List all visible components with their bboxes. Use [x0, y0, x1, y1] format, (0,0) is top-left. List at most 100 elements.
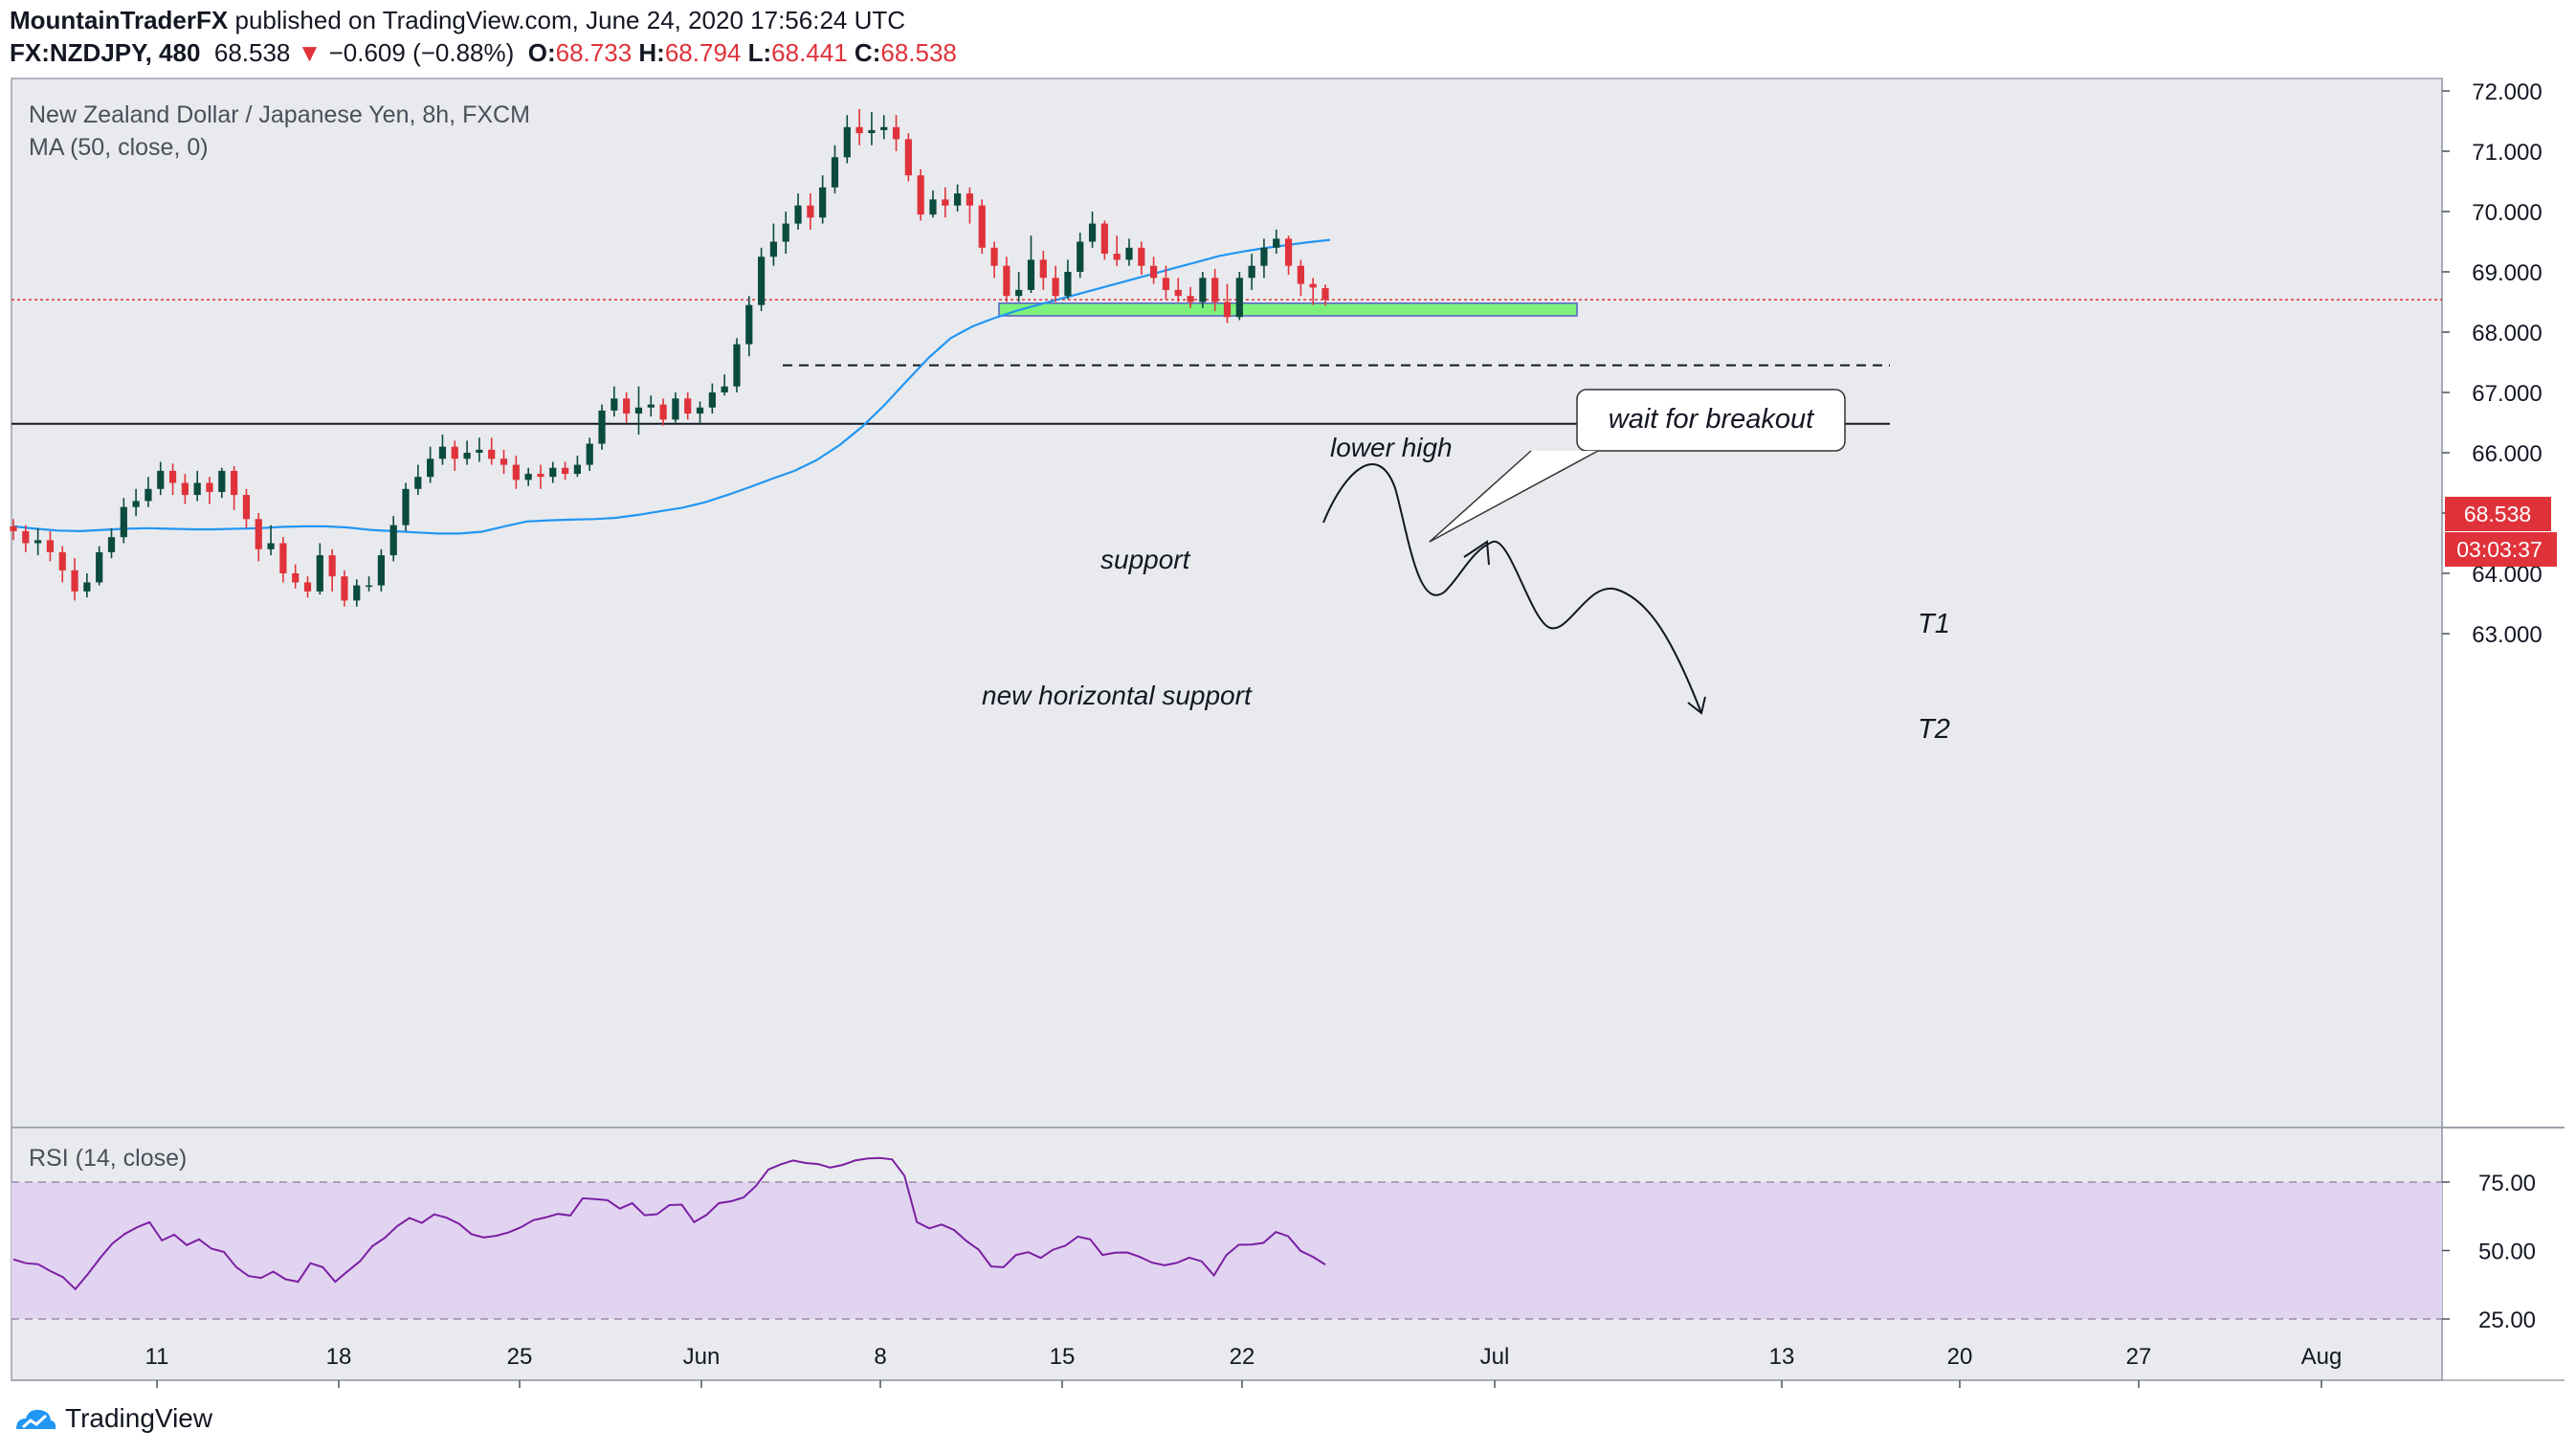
time-tick-label: Aug	[2301, 1344, 2343, 1370]
candle-up	[708, 392, 716, 408]
candle-up	[598, 410, 606, 444]
candle-down	[966, 193, 974, 206]
candle-down	[990, 247, 998, 266]
candle-down	[1039, 259, 1047, 279]
candle-up	[132, 501, 140, 507]
low-value: 68.441	[771, 38, 848, 67]
candle-up	[1199, 278, 1207, 302]
t1-label: T1	[1918, 609, 1950, 639]
candle-up	[782, 223, 789, 242]
candle-down	[206, 482, 213, 492]
candle-down	[242, 495, 251, 520]
candle-up	[427, 458, 434, 478]
candle-down	[22, 530, 30, 544]
time-axis: 11 18 25 Jun 8 15 22 Jul 13 20 27 Aug	[145, 1344, 2343, 1388]
candle-up	[868, 129, 876, 134]
candle-down	[1187, 296, 1194, 302]
candle-up	[414, 477, 422, 489]
candle-down	[341, 576, 348, 601]
chart-title: New Zealand Dollar / Japanese Yen, 8h, F…	[29, 101, 530, 128]
candle-up	[634, 407, 643, 414]
close-label: C:	[854, 38, 881, 67]
candle-up	[353, 585, 361, 601]
candle-up	[549, 467, 557, 478]
high-value: 68.794	[664, 38, 742, 67]
high-label: H:	[638, 38, 665, 67]
candle-up	[402, 488, 410, 525]
candle-up	[647, 404, 655, 408]
candle-up	[1088, 223, 1097, 242]
open-label: O:	[527, 38, 556, 67]
projection-path	[1322, 463, 1702, 714]
rsi-axis: 75.00 50.00 25.00	[2442, 1171, 2536, 1333]
new-support-label: new horizontal support	[982, 681, 1253, 710]
candle-down	[500, 458, 508, 465]
candle-down	[1297, 265, 1304, 284]
time-tick-label: 22	[1230, 1344, 1255, 1370]
ma-layer	[12, 238, 1331, 535]
candle-down	[978, 205, 986, 248]
candle-down	[684, 398, 692, 414]
projection-arrowhead	[1687, 696, 1706, 715]
candle-down	[10, 525, 17, 531]
candle-up	[757, 257, 766, 305]
candle-up	[1125, 247, 1133, 260]
candle-down	[255, 519, 262, 549]
publication-header: MountainTraderFX published on TradingVie…	[0, 0, 2576, 78]
chart-frame	[11, 78, 2443, 1129]
candle-up	[696, 407, 704, 414]
candle-up	[438, 446, 447, 459]
breakout-callout[interactable]: wait for breakout	[1429, 389, 1846, 543]
brand-name: TradingView	[65, 1403, 213, 1433]
candle-up	[1077, 241, 1084, 272]
tradingview-logo-icon	[16, 1409, 56, 1429]
candle-up	[83, 582, 91, 592]
ma-legend: MA (50, close, 0)	[29, 134, 209, 161]
candle-down	[1100, 223, 1108, 255]
candle-down	[1150, 265, 1158, 279]
candle-down	[1113, 254, 1121, 260]
candle-down	[1321, 288, 1329, 300]
candle-up	[316, 555, 323, 592]
candle-down	[1284, 238, 1293, 266]
candle-up	[880, 126, 888, 130]
candle-up	[1273, 238, 1280, 248]
candles-layer	[10, 108, 1329, 607]
time-tick-label: Jul	[1480, 1344, 1510, 1370]
candle-up	[1027, 259, 1035, 290]
candle-up	[107, 537, 116, 552]
price-axis: 72.000 71.000 70.000 69.000 68.000 67.000 66.0…	[2442, 79, 2543, 648]
low-label: L:	[747, 38, 772, 67]
candle-down	[71, 570, 78, 592]
candle-up	[1015, 289, 1023, 297]
t2-label: T2	[1918, 714, 1950, 745]
time-tick-label: 20	[1947, 1344, 1973, 1370]
candle-up	[1260, 247, 1268, 266]
candle-down	[561, 467, 569, 475]
candle-down	[1223, 302, 1232, 318]
candle-up	[745, 304, 753, 345]
price-change: −0.609 (−0.88%)	[328, 38, 515, 67]
candle-down	[58, 551, 66, 570]
symbol-label: FX:NZDJPY, 480	[10, 38, 201, 67]
candle-down	[855, 126, 863, 134]
candle-up	[611, 398, 618, 411]
candle-up	[794, 205, 802, 224]
candle-up	[819, 187, 827, 218]
time-tick-label: 8	[874, 1344, 886, 1370]
candle-up	[120, 506, 127, 538]
candle-down	[231, 470, 238, 496]
published-text: published on TradingView.com, June 24, 2…	[234, 6, 906, 34]
rsi-line-layer	[12, 1156, 1326, 1291]
candle-up	[831, 157, 839, 188]
author-name[interactable]: MountainTraderFX	[10, 6, 229, 34]
tradingview-brand[interactable]: TradingView	[13, 1397, 212, 1440]
candle-up	[218, 470, 226, 492]
candle-down	[623, 398, 631, 414]
rsi-tick-label: 75.00	[2478, 1171, 2536, 1196]
candle-up	[733, 344, 741, 387]
candle-up	[721, 386, 728, 392]
retest-arrowhead	[1463, 540, 1490, 566]
candle-up	[193, 482, 201, 496]
